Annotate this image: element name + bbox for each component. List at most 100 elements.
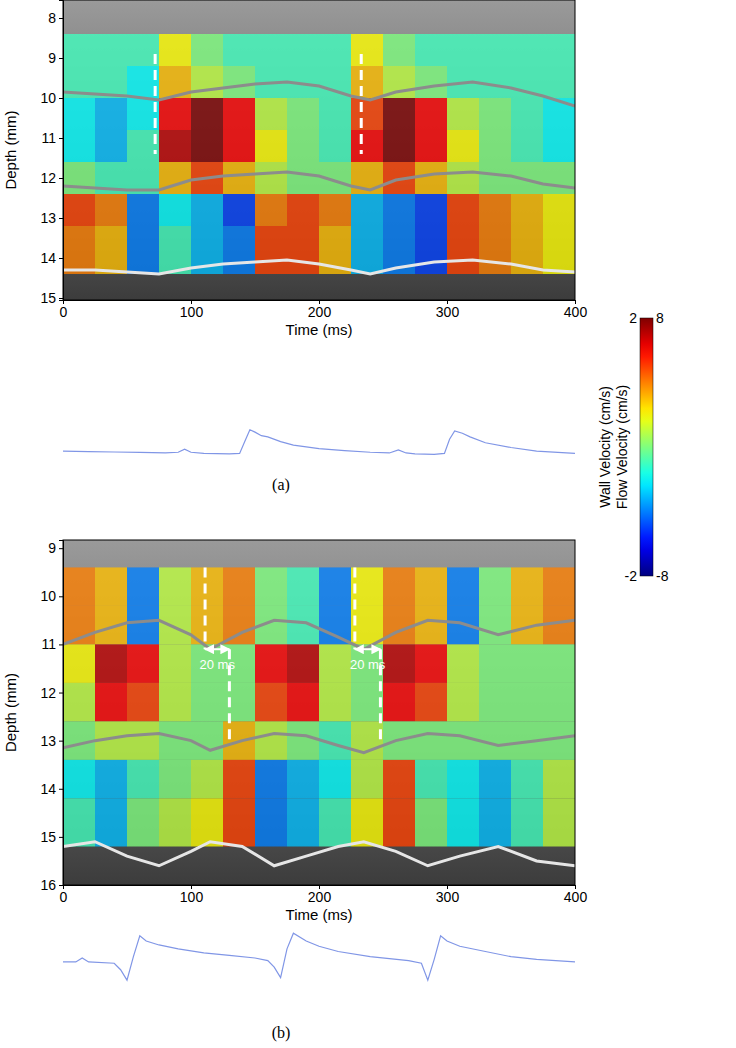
heat-cell [127, 194, 159, 226]
heat-cell [223, 162, 255, 194]
figure: 0 100 200 300 400 8 9 10 11 12 13 14 15 Time (ms) Dept… [0, 0, 736, 1048]
heat-cell [287, 226, 319, 274]
heat-cell [447, 798, 479, 846]
heat-cell [351, 66, 383, 98]
heat-cell [511, 130, 543, 162]
heat-cell [191, 194, 223, 226]
heat-cell [543, 226, 575, 274]
heat-cell [63, 567, 95, 605]
heat-cell [447, 130, 479, 162]
tick: 200 [308, 885, 332, 905]
heat-cell [287, 798, 319, 846]
tick-label: 8 [48, 10, 56, 26]
tick-label: 0 [60, 889, 68, 905]
heat-cell [543, 683, 575, 721]
tick-label: 15 [40, 290, 56, 306]
heat-cell [479, 130, 511, 162]
heat-cell [415, 98, 447, 130]
heat-cell [351, 721, 383, 759]
heat-cell [447, 34, 479, 66]
heat-cell [159, 226, 191, 274]
heat-cell [351, 194, 383, 226]
heat-cell [543, 760, 575, 798]
tick-mark [59, 693, 63, 694]
tick: 100 [180, 885, 204, 905]
heat-cell [319, 644, 351, 682]
heat-cell [447, 162, 479, 194]
tick-label: 9 [48, 540, 56, 556]
tick-mark [59, 741, 63, 742]
heat-cell [287, 130, 319, 162]
tick: 9 [48, 540, 63, 556]
ecg-trace [63, 430, 575, 455]
tick: 15 [40, 829, 63, 845]
tick-mark [59, 596, 63, 597]
heat-cell [255, 721, 287, 759]
tick-mark [59, 58, 63, 59]
heat-cell [255, 130, 287, 162]
colorbar-title: Flow Velocity (cm/s) [614, 385, 630, 509]
tick-label: 11 [41, 636, 56, 652]
heat-cell [223, 34, 255, 66]
heat-cell [159, 98, 191, 130]
heat-cell [543, 798, 575, 846]
heat-cell [447, 644, 479, 682]
heat-cell [415, 760, 447, 798]
tick: 0 [60, 885, 68, 905]
tick-label: 200 [308, 889, 332, 905]
heat-cell [351, 130, 383, 162]
heat-cell [95, 798, 127, 846]
heat-cell [511, 34, 543, 66]
tick: 100 [180, 300, 204, 320]
heat-cell [159, 683, 191, 721]
heat-cell [511, 194, 543, 226]
tick: 11 [41, 130, 63, 146]
x-axis-title: Time (ms) [286, 906, 353, 923]
heat-cell [479, 760, 511, 798]
heat-cell [191, 98, 223, 130]
heat-cell [127, 567, 159, 605]
heat-cell [383, 683, 415, 721]
plot-frame [63, 540, 575, 885]
heat-cell [479, 162, 511, 194]
heat-cell [159, 760, 191, 798]
heat-cell [383, 194, 415, 226]
tick-label: 13 [40, 733, 56, 749]
x-axis-title: Time (ms) [286, 321, 353, 338]
heat-cell [255, 162, 287, 194]
heat-cell [383, 130, 415, 162]
tick-label: 13 [40, 210, 56, 226]
colorbar-tick-label: 2 [629, 310, 637, 326]
heat-cell [415, 606, 447, 644]
colorbar-tick-label: -2 [625, 568, 638, 584]
heat-cell [63, 194, 95, 226]
plot-area [63, 540, 575, 885]
heat-cell [287, 194, 319, 226]
heat-cell [447, 98, 479, 130]
tick-label: 200 [308, 304, 332, 320]
heat-cell [127, 683, 159, 721]
tick-label: 10 [40, 90, 56, 106]
heat-cell [159, 34, 191, 66]
tick-label: 400 [564, 889, 588, 905]
tick: 300 [436, 300, 460, 320]
heat-cell [511, 798, 543, 846]
heat-cell [351, 760, 383, 798]
heat-cell [63, 798, 95, 846]
tick-mark [59, 138, 63, 139]
heat-cell [223, 683, 255, 721]
heat-cell [319, 98, 351, 130]
heat-cell [191, 798, 223, 846]
heat-cell [415, 721, 447, 759]
heat-cell [319, 194, 351, 226]
tick-mark [59, 298, 63, 299]
tick-mark [59, 98, 63, 99]
heat-cell [543, 567, 575, 605]
heat-cell [95, 644, 127, 682]
tick: 14 [40, 781, 63, 797]
dashed-marker [353, 567, 356, 649]
tick-label: 12 [40, 685, 56, 701]
y-axis-title: Depth (mm) [2, 110, 19, 189]
heat-cell [63, 760, 95, 798]
heat-cell [63, 34, 95, 66]
